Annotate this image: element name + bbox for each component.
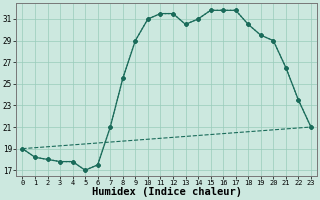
X-axis label: Humidex (Indice chaleur): Humidex (Indice chaleur) (92, 187, 242, 197)
